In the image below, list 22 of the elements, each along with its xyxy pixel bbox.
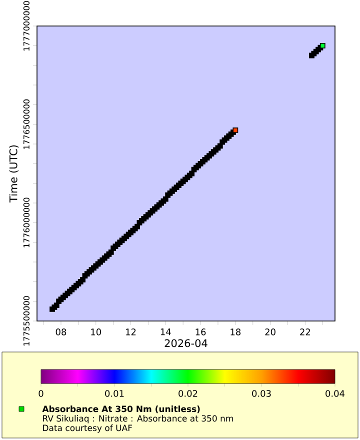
- x-tick-label: 08: [56, 328, 66, 336]
- y-axis-title: Time (UTC): [9, 145, 19, 203]
- y-tick-label: 1776000000: [23, 198, 30, 248]
- x-tick-label: 10: [91, 328, 101, 336]
- text: Data courtesy of UAF: [43, 424, 132, 433]
- x-tick-label: 14: [160, 328, 171, 336]
- x-tick-label: 12: [126, 328, 136, 336]
- y-tick-label: 1775500000: [23, 296, 30, 346]
- x-axis-title: 2026-04: [164, 339, 208, 348]
- color-bar-label: 0.04: [326, 390, 345, 397]
- x-tick-label: 16: [196, 328, 206, 336]
- color-bar-label: 0.03: [252, 390, 271, 397]
- color-bar-label: 0.01: [105, 390, 124, 397]
- color-bar-title: Absorbance At 350 Nm (unitless): [42, 406, 200, 414]
- y-tick-label: 1777000000: [23, 1, 30, 51]
- x-tick-label: 18: [230, 328, 241, 336]
- y-tick-label: 1776500000: [23, 99, 30, 149]
- x-tick-label: 22: [300, 328, 310, 336]
- color-bar-label: 0.02: [178, 390, 198, 397]
- color-bar-label: 0: [38, 390, 44, 397]
- text: RV Sikuliaq : Nitrate : Absorbance at 350 nm: [43, 415, 233, 424]
- x-tick-label: 20: [265, 328, 276, 336]
